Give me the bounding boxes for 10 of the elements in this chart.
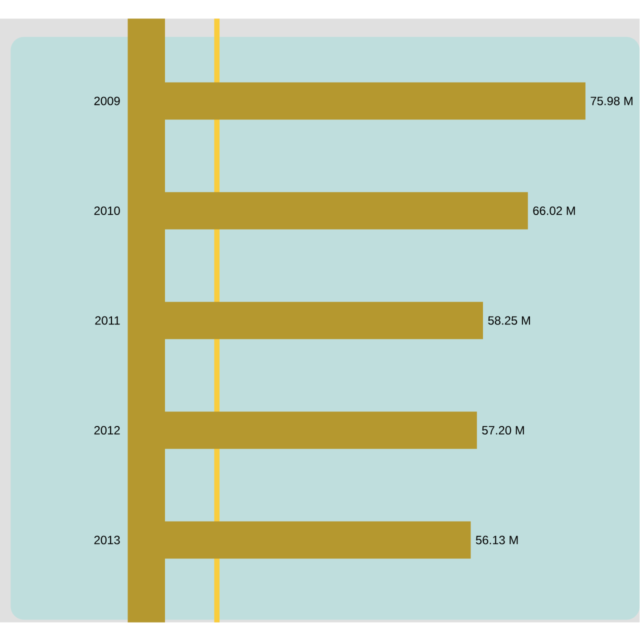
y-tick-label: 2011 [95, 316, 120, 325]
data-label: 56.13 M [476, 536, 518, 544]
data-label: 58.25 M [488, 316, 530, 325]
data-label: 57.20 M [482, 426, 524, 435]
data-label: 75.98 M [590, 96, 633, 106]
y-tick-label: 2010 [94, 206, 120, 215]
data-label: 66.02 M [533, 206, 576, 215]
y-tick-label: 2012 [94, 426, 120, 435]
y-tick-label: 2009 [94, 96, 120, 106]
y-tick-label: 2013 [94, 536, 120, 544]
